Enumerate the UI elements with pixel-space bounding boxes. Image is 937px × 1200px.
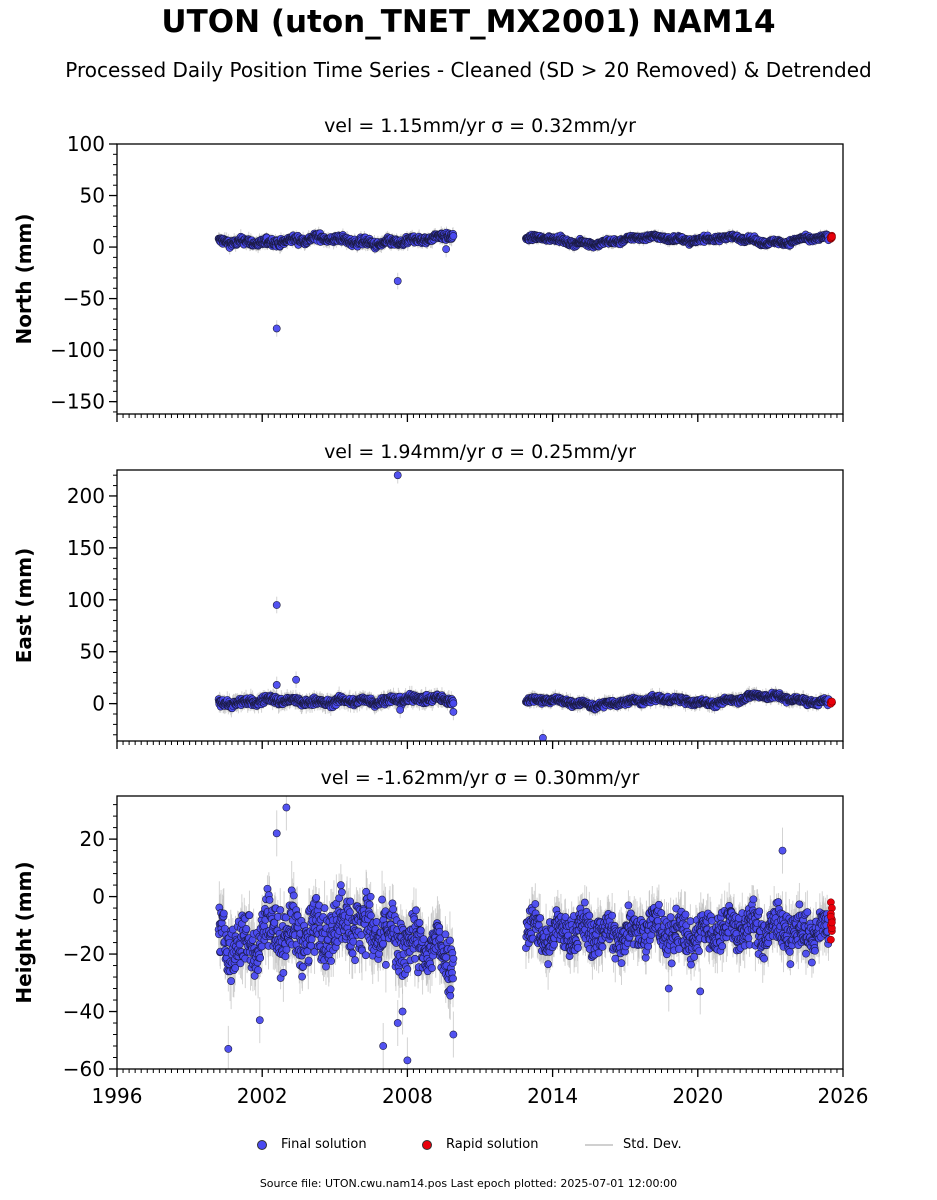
y-tick-label: −50 — [63, 287, 105, 311]
panel-title: vel = 1.94mm/yr σ = 0.25mm/yr — [324, 441, 636, 463]
data-layer — [214, 226, 836, 337]
y-axis-label: North (mm) — [12, 213, 36, 344]
axes-frame — [116, 143, 844, 415]
final-solution-point — [442, 245, 451, 254]
chart-main-title: UTON (uton_TNET_MX2001) NAM14 — [161, 4, 776, 40]
y-tick-label: 100 — [67, 132, 105, 156]
rapid-solution-point — [828, 232, 836, 241]
panel-title: vel = 1.15mm/yr σ = 0.32mm/yr — [324, 115, 636, 137]
y-tick-label: 0 — [92, 235, 105, 259]
panel-1: vel = 1.15mm/yr σ = 0.32mm/yr North (mm) 1… — [12, 115, 844, 422]
data-layer — [214, 470, 836, 741]
y-axis-label: East (mm) — [12, 548, 36, 664]
final-solution-point — [272, 324, 281, 333]
final-solution-point — [393, 277, 402, 285]
y-tick-label: −100 — [50, 338, 105, 362]
chart-subtitle: Processed Daily Position Time Series - C… — [65, 58, 872, 82]
y-tick-label: 50 — [80, 184, 105, 208]
y-tick-label: −150 — [50, 390, 105, 414]
final-solution-point — [449, 232, 458, 240]
